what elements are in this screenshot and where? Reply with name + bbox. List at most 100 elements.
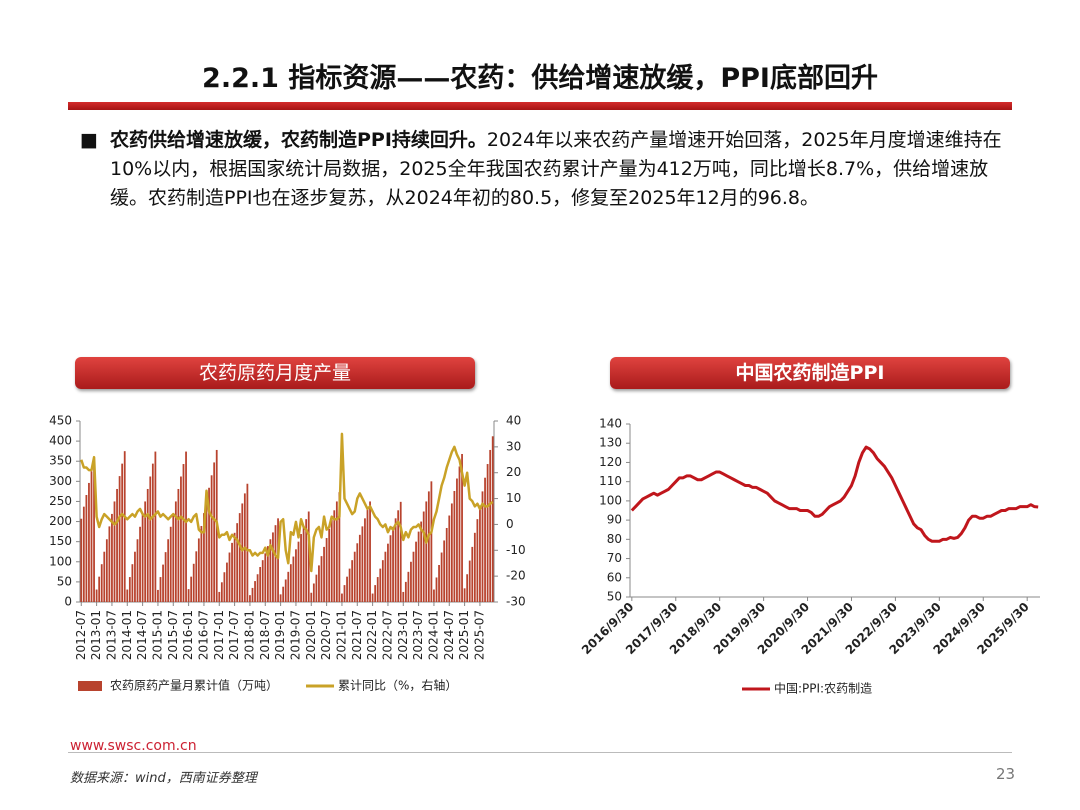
- y-tick-label: 120: [599, 455, 622, 469]
- panel-title: 中国农药制造PPI: [610, 357, 1010, 389]
- x-tick-label: 2023-07: [411, 610, 425, 660]
- y-tick-label: 140: [599, 417, 622, 431]
- bar: [335, 501, 338, 602]
- y-tick-label: 50: [607, 590, 622, 604]
- bar: [305, 519, 308, 602]
- bar: [254, 581, 256, 602]
- bar: [295, 549, 297, 602]
- x-tick-label: 2017-07: [227, 610, 241, 660]
- x-tick-label: 2021-01: [334, 610, 348, 660]
- x-tick-label: 2022-07: [380, 610, 394, 660]
- bar: [389, 535, 392, 602]
- x-tick-label: 2017-01: [212, 610, 226, 660]
- bar: [116, 488, 118, 602]
- bar: [205, 500, 208, 602]
- footer-rule: [68, 752, 1012, 753]
- y-tick-label: 350: [49, 454, 72, 468]
- y2-tick-label: 10: [506, 491, 521, 505]
- bar: [422, 511, 425, 602]
- bar: [491, 436, 494, 602]
- y-tick-label: 300: [49, 474, 72, 488]
- y-tick-label: 100: [599, 493, 622, 507]
- x-tick-label: 2024-07: [442, 610, 456, 660]
- bar: [351, 560, 354, 602]
- bar: [463, 588, 466, 602]
- bar: [473, 532, 476, 602]
- bar: [154, 451, 157, 602]
- bar: [167, 539, 170, 602]
- bar: [438, 564, 440, 602]
- bar: [310, 592, 313, 602]
- bar: [420, 521, 423, 602]
- x-tick-label: 2014-01: [120, 610, 134, 660]
- bar: [440, 552, 443, 602]
- y2-tick-label: -30: [506, 595, 526, 609]
- bar: [82, 506, 85, 602]
- bar: [261, 560, 264, 602]
- y-tick-label: 250: [49, 494, 72, 508]
- bar: [369, 501, 371, 602]
- bar: [264, 553, 267, 602]
- bar: [233, 532, 236, 602]
- bar: [134, 551, 136, 602]
- bar: [479, 505, 481, 602]
- x-tick-label: 2018-01: [242, 610, 256, 660]
- x-tick-label: 2013-01: [89, 610, 103, 660]
- bar: [218, 591, 221, 602]
- bar: [402, 591, 405, 602]
- y-tick-label: 100: [49, 554, 72, 568]
- x-tick-label: 2019-07: [288, 610, 302, 660]
- bar: [80, 518, 83, 602]
- bar: [113, 501, 116, 602]
- bar: [328, 528, 331, 602]
- bar: [427, 491, 430, 602]
- footer-url: www.swsc.com.cn: [70, 738, 197, 754]
- bar: [320, 556, 323, 602]
- bar: [149, 476, 152, 602]
- x-tick-label: 2025-07: [472, 610, 486, 660]
- bar: [141, 513, 144, 602]
- x-tick-label: 2016-07: [196, 610, 210, 660]
- y2-tick-label: -10: [506, 543, 526, 557]
- bar: [256, 574, 259, 602]
- y2-tick-label: 0: [506, 517, 514, 531]
- bar: [330, 519, 333, 602]
- bar: [279, 594, 282, 602]
- bar: [187, 589, 190, 602]
- bar: [484, 477, 486, 602]
- bar: [287, 571, 290, 602]
- bar: [200, 525, 203, 602]
- bar: [195, 551, 198, 602]
- y-tick-label: 150: [49, 534, 72, 548]
- bar: [481, 491, 484, 602]
- bar: [136, 539, 139, 602]
- bar: [223, 572, 226, 602]
- bar: [297, 541, 300, 602]
- bar: [213, 462, 216, 602]
- bar: [100, 564, 103, 602]
- bullet-mark: ■: [80, 129, 98, 151]
- bar: [231, 542, 233, 602]
- bar: [238, 513, 241, 602]
- x-tick-label: 2014-07: [135, 610, 149, 660]
- y2-tick-label: 20: [506, 465, 521, 479]
- bar: [435, 577, 438, 602]
- x-tick-label: 2020-07: [319, 610, 333, 660]
- bar: [315, 574, 318, 602]
- y2-tick-label: 40: [506, 414, 521, 428]
- bar: [105, 539, 108, 602]
- bar: [392, 526, 394, 602]
- bar: [182, 464, 185, 602]
- bar: [292, 556, 295, 602]
- bar: [394, 518, 397, 602]
- bar: [318, 565, 320, 602]
- x-tick-label: 2024-01: [426, 610, 440, 660]
- bar: [282, 586, 285, 602]
- y-tick-label: 70: [607, 551, 622, 565]
- bar: [366, 509, 369, 602]
- bar: [433, 589, 435, 602]
- bar: [387, 543, 389, 602]
- bar: [407, 571, 410, 602]
- bar: [300, 534, 302, 602]
